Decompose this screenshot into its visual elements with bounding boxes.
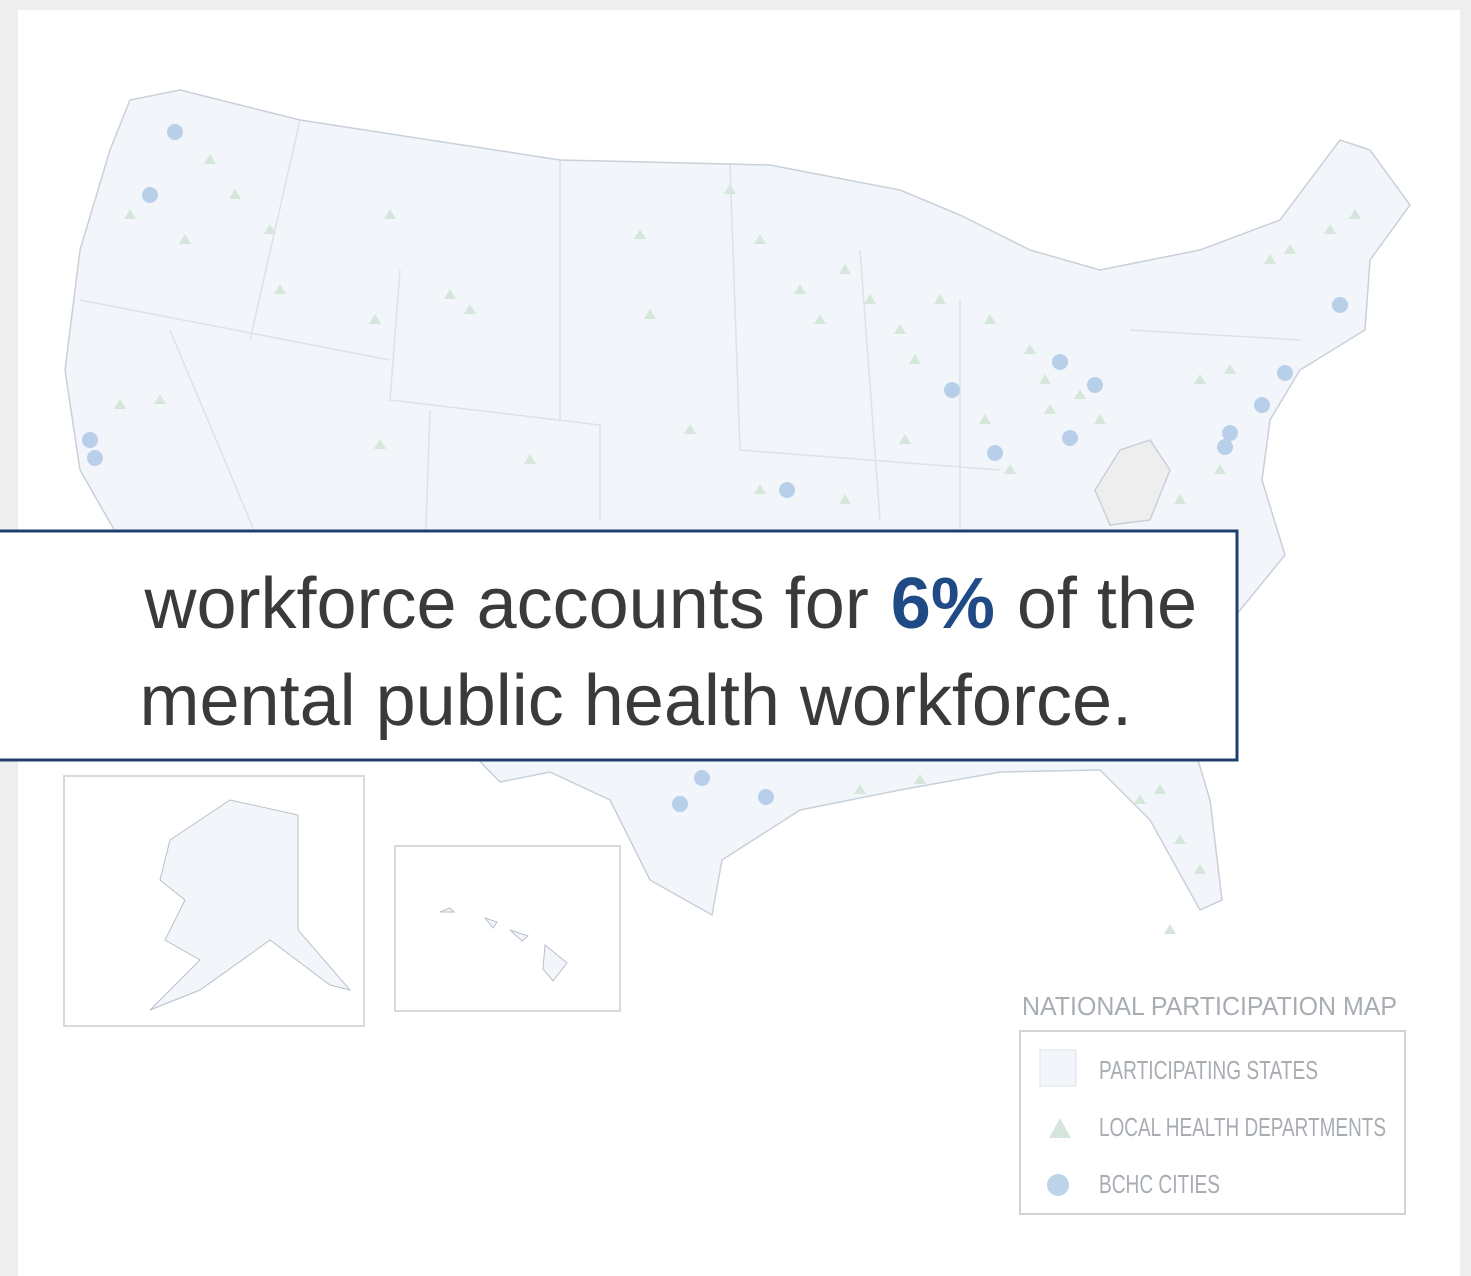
city-marker: [1277, 365, 1293, 381]
callout-line: mental public health workforce.: [140, 661, 1133, 741]
department-marker: [1194, 864, 1206, 874]
callout-box: [0, 529, 1239, 762]
department-marker: [1194, 374, 1206, 384]
callout-text: workforce accounts for: [144, 564, 869, 644]
department-marker: [684, 424, 696, 434]
city-marker: [1222, 425, 1238, 441]
department-marker: [1324, 224, 1336, 234]
department-marker: [979, 414, 991, 424]
hawaii-inset: [394, 845, 621, 1012]
city-marker: [1217, 439, 1233, 455]
legend: NATIONAL PARTICIPATION MAP PARTICIPATING…: [1019, 991, 1406, 1215]
city-marker: [1332, 297, 1348, 313]
city-marker: [1254, 397, 1270, 413]
department-marker: [444, 289, 456, 299]
department-marker: [914, 774, 926, 784]
department-marker: [1044, 404, 1056, 414]
department-marker: [984, 314, 996, 324]
department-marker: [1224, 364, 1236, 374]
west-virginia: [1094, 439, 1171, 526]
department-marker: [754, 484, 766, 494]
department-marker: [124, 209, 136, 219]
legend-item: PARTICIPATING STATES: [1099, 1055, 1318, 1085]
department-marker: [1004, 464, 1016, 474]
callout-highlight: 6%: [891, 564, 995, 644]
department-marker: [369, 314, 381, 324]
department-marker: [894, 324, 906, 334]
department-marker: [1349, 209, 1361, 219]
city-marker: [167, 124, 183, 140]
department-marker: [229, 189, 241, 199]
department-marker: [644, 309, 656, 319]
department-marker: [724, 184, 736, 194]
department-marker: [1134, 794, 1146, 804]
city-marker: [944, 382, 960, 398]
department-marker: [1174, 834, 1186, 844]
department-marker: [1094, 414, 1106, 424]
callout-text: of the: [1017, 564, 1197, 644]
department-marker: [909, 354, 921, 364]
department-marker: [204, 154, 216, 164]
city-marker: [142, 187, 158, 203]
city-marker: [758, 789, 774, 805]
callout-line: workforce accounts for 6% of the: [144, 564, 1198, 644]
city-marker: [672, 796, 688, 812]
city-marker: [1062, 430, 1078, 446]
city-marker: [779, 482, 795, 498]
department-marker: [154, 394, 166, 404]
map-markers: [82, 124, 1361, 934]
department-marker: [1154, 784, 1166, 794]
department-marker: [1164, 924, 1176, 934]
department-marker: [464, 304, 476, 314]
department-marker: [1174, 494, 1186, 504]
department-marker: [384, 209, 396, 219]
department-marker: [264, 224, 276, 234]
department-marker: [1214, 464, 1226, 474]
city-marker: [1087, 377, 1103, 393]
department-marker: [114, 399, 126, 409]
legend-item: LOCAL HEALTH DEPARTMENTS: [1099, 1112, 1386, 1142]
legend-item: BCHC CITIES: [1099, 1169, 1220, 1199]
department-marker: [1039, 374, 1051, 384]
department-marker: [864, 294, 876, 304]
department-marker: [1074, 389, 1086, 399]
department-marker: [634, 229, 646, 239]
department-marker: [1284, 244, 1296, 254]
city-marker: [694, 770, 710, 786]
department-marker: [274, 284, 286, 294]
department-marker: [814, 314, 826, 324]
department-marker: [839, 494, 851, 504]
department-marker: [754, 234, 766, 244]
department-marker: [1024, 344, 1036, 354]
department-marker: [934, 294, 946, 304]
department-marker: [374, 439, 386, 449]
city-marker: [987, 445, 1003, 461]
department-marker: [839, 264, 851, 274]
department-marker: [854, 784, 866, 794]
city-marker: [82, 432, 98, 448]
department-marker: [899, 434, 911, 444]
legend-title: NATIONAL PARTICIPATION MAP: [1022, 991, 1397, 1021]
city-marker: [87, 450, 103, 466]
alaska-inset: [63, 775, 365, 1027]
department-marker: [1264, 254, 1276, 264]
department-marker: [524, 454, 536, 464]
department-marker: [179, 234, 191, 244]
city-marker: [1052, 354, 1068, 370]
department-marker: [794, 284, 806, 294]
